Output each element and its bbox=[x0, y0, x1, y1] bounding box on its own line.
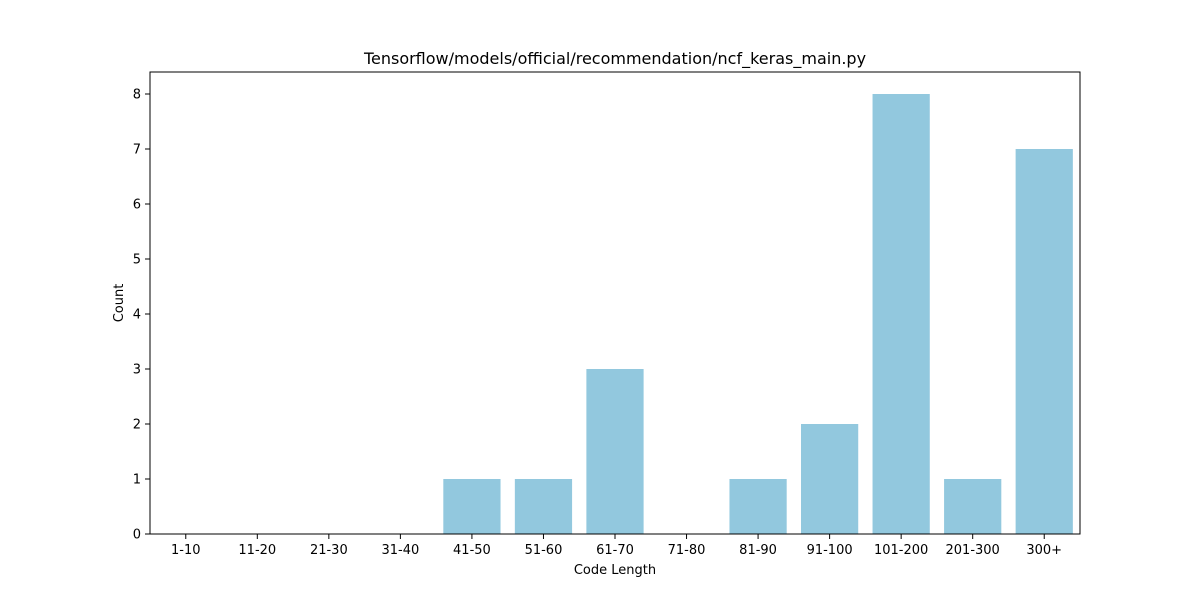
y-tick-label: 5 bbox=[133, 253, 141, 268]
y-axis-label: Count bbox=[112, 284, 127, 323]
x-tick-label: 91-100 bbox=[807, 543, 853, 558]
bar-41-50 bbox=[443, 479, 501, 534]
x-tick-label: 71-80 bbox=[668, 543, 706, 558]
y-tick-label: 7 bbox=[133, 143, 141, 158]
x-tick-label: 31-40 bbox=[381, 543, 419, 558]
y-tick-label: 0 bbox=[133, 528, 141, 543]
bars-group bbox=[443, 94, 1073, 534]
bar-51-60 bbox=[514, 479, 573, 534]
y-tick-label: 1 bbox=[133, 473, 141, 488]
y-tick-label: 8 bbox=[133, 88, 141, 103]
x-tick-label: 11-20 bbox=[238, 543, 276, 558]
y-tick-label: 3 bbox=[133, 363, 141, 378]
x-tick-label: 201-300 bbox=[946, 543, 1000, 558]
x-axis-label: Code Length bbox=[574, 563, 656, 578]
bar-81-90 bbox=[729, 479, 787, 534]
bar-300+ bbox=[1015, 149, 1073, 534]
x-tick-label: 300+ bbox=[1026, 543, 1062, 558]
y-axis: 0 1 2 3 4 5 6 7 8 bbox=[133, 88, 150, 543]
plot-frame bbox=[149, 71, 1081, 535]
x-axis: 1-10 11-20 21-30 31-40 41-50 51-60 61-70 71-80 8… bbox=[171, 534, 1062, 558]
x-tick-label: 61-70 bbox=[596, 543, 634, 558]
x-tick-label: 41-50 bbox=[453, 543, 491, 558]
y-tick-label: 2 bbox=[133, 418, 141, 433]
x-tick-label: 1-10 bbox=[171, 543, 201, 558]
y-tick-label: 4 bbox=[133, 308, 141, 323]
bar-201-300 bbox=[944, 479, 1002, 534]
x-tick-label: 51-60 bbox=[525, 543, 563, 558]
bar-61-70 bbox=[586, 369, 644, 534]
bar-91-100 bbox=[801, 424, 859, 534]
y-tick-label: 6 bbox=[133, 198, 141, 213]
bar-101-200 bbox=[872, 94, 930, 534]
x-tick-label: 101-200 bbox=[874, 543, 928, 558]
chart-title: Tensorflow/models/official/recommendatio… bbox=[363, 49, 866, 69]
x-tick-label: 81-90 bbox=[739, 543, 777, 558]
x-tick-label: 21-30 bbox=[310, 543, 348, 558]
